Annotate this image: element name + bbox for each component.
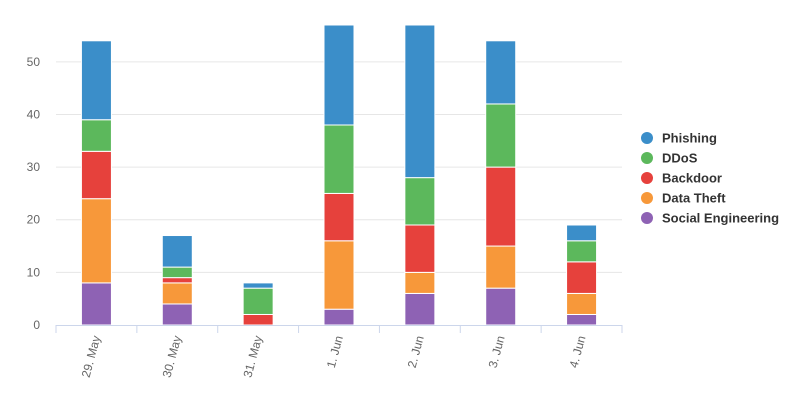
- bar-backdoor-3[interactable]: [323, 192, 355, 242]
- bar-phishing-3[interactable]: [323, 24, 355, 126]
- bar-backdoor-2[interactable]: [242, 313, 274, 326]
- bar-data-theft-3[interactable]: [323, 240, 355, 310]
- bar-phishing-2[interactable]: [242, 282, 274, 289]
- bar-phishing-5[interactable]: [485, 40, 517, 105]
- bar-phishing-1[interactable]: [161, 235, 193, 268]
- bar-phishing-0[interactable]: [80, 40, 112, 121]
- x-tick-label-2: 31. May: [240, 334, 265, 379]
- bar-backdoor-5[interactable]: [485, 166, 517, 247]
- bar-ddos-0[interactable]: [80, 119, 112, 152]
- bar-data-theft-5[interactable]: [485, 245, 517, 289]
- bar-social-engineering-0[interactable]: [80, 282, 112, 326]
- bar-social-engineering-5[interactable]: [485, 287, 517, 326]
- legend-swatch: [641, 192, 653, 204]
- legend-item-data-theft[interactable]: Data Theft: [641, 191, 726, 206]
- y-tick-label-0: 0: [33, 318, 40, 332]
- bar-phishing-4[interactable]: [404, 24, 436, 179]
- y-tick-label-50: 50: [27, 55, 41, 69]
- legend-swatch: [641, 132, 653, 144]
- bar-ddos-5[interactable]: [485, 103, 517, 168]
- legend-label: DDoS: [662, 151, 698, 166]
- x-tick-label-5: 3. Jun: [486, 334, 508, 369]
- legend-item-ddos[interactable]: DDoS: [641, 151, 698, 166]
- x-tick-label-1: 30. May: [160, 334, 185, 379]
- legend-item-phishing[interactable]: Phishing: [641, 131, 717, 146]
- legend-swatch: [641, 152, 653, 164]
- legend-item-backdoor[interactable]: Backdoor: [641, 171, 722, 186]
- legend-swatch: [641, 172, 653, 184]
- bar-backdoor-6[interactable]: [566, 261, 598, 294]
- bar-phishing-6[interactable]: [566, 224, 598, 242]
- y-tick-label-30: 30: [27, 160, 41, 174]
- bar-ddos-1[interactable]: [161, 266, 193, 279]
- x-tick-label-4: 2. Jun: [405, 334, 427, 369]
- legend-item-social-engineering[interactable]: Social Engineering: [641, 211, 779, 226]
- bar-backdoor-4[interactable]: [404, 224, 436, 273]
- bar-backdoor-0[interactable]: [80, 150, 112, 200]
- bar-data-theft-4[interactable]: [404, 271, 436, 294]
- bar-social-engineering-3[interactable]: [323, 308, 355, 326]
- bar-ddos-6[interactable]: [566, 240, 598, 263]
- legend: Phishing DDoS Backdoor Data Theft Social Eng…: [641, 131, 779, 226]
- legend-label: Phishing: [662, 131, 717, 146]
- bars: [80, 24, 598, 326]
- bar-data-theft-0[interactable]: [80, 198, 112, 284]
- legend-label: Data Theft: [662, 191, 726, 206]
- bar-social-engineering-6[interactable]: [566, 313, 598, 326]
- x-tick-label-6: 4. Jun: [566, 334, 588, 369]
- y-tick-label-10: 10: [27, 265, 41, 279]
- axes: 0 10 20 30 40 50 29. May 30. May 31. May 1. Jun 2.…: [27, 55, 623, 379]
- bar-social-engineering-1[interactable]: [161, 303, 193, 326]
- y-tick-label-20: 20: [27, 213, 41, 227]
- x-tick-label-3: 1. Jun: [324, 334, 346, 369]
- bar-ddos-2[interactable]: [242, 287, 274, 315]
- bar-social-engineering-4[interactable]: [404, 292, 436, 326]
- bar-ddos-3[interactable]: [323, 124, 355, 194]
- legend-label: Social Engineering: [662, 211, 779, 226]
- y-tick-label-40: 40: [27, 107, 41, 121]
- bar-data-theft-1[interactable]: [161, 282, 193, 305]
- bar-ddos-4[interactable]: [404, 177, 436, 226]
- legend-swatch: [641, 212, 653, 224]
- bar-data-theft-6[interactable]: [566, 292, 598, 315]
- legend-label: Backdoor: [662, 171, 722, 186]
- bar-backdoor-1[interactable]: [161, 277, 193, 284]
- x-tick-label-0: 29. May: [79, 334, 104, 379]
